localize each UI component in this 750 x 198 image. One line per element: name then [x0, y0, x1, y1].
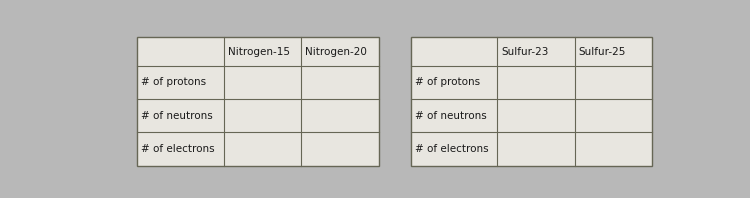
Text: # of electrons: # of electrons — [415, 144, 488, 154]
Text: Nitrogen-15: Nitrogen-15 — [228, 47, 290, 57]
Bar — [137, 37, 379, 166]
Text: # of electrons: # of electrons — [142, 144, 215, 154]
Text: Sulfur-25: Sulfur-25 — [579, 47, 626, 57]
Bar — [410, 37, 652, 166]
Bar — [137, 37, 379, 166]
Text: Nitrogen-20: Nitrogen-20 — [305, 47, 368, 57]
Bar — [410, 37, 652, 166]
Text: Sulfur-23: Sulfur-23 — [502, 47, 549, 57]
Text: # of neutrons: # of neutrons — [142, 111, 213, 121]
Text: # of protons: # of protons — [142, 77, 206, 87]
Text: # of neutrons: # of neutrons — [415, 111, 486, 121]
Text: # of protons: # of protons — [415, 77, 480, 87]
